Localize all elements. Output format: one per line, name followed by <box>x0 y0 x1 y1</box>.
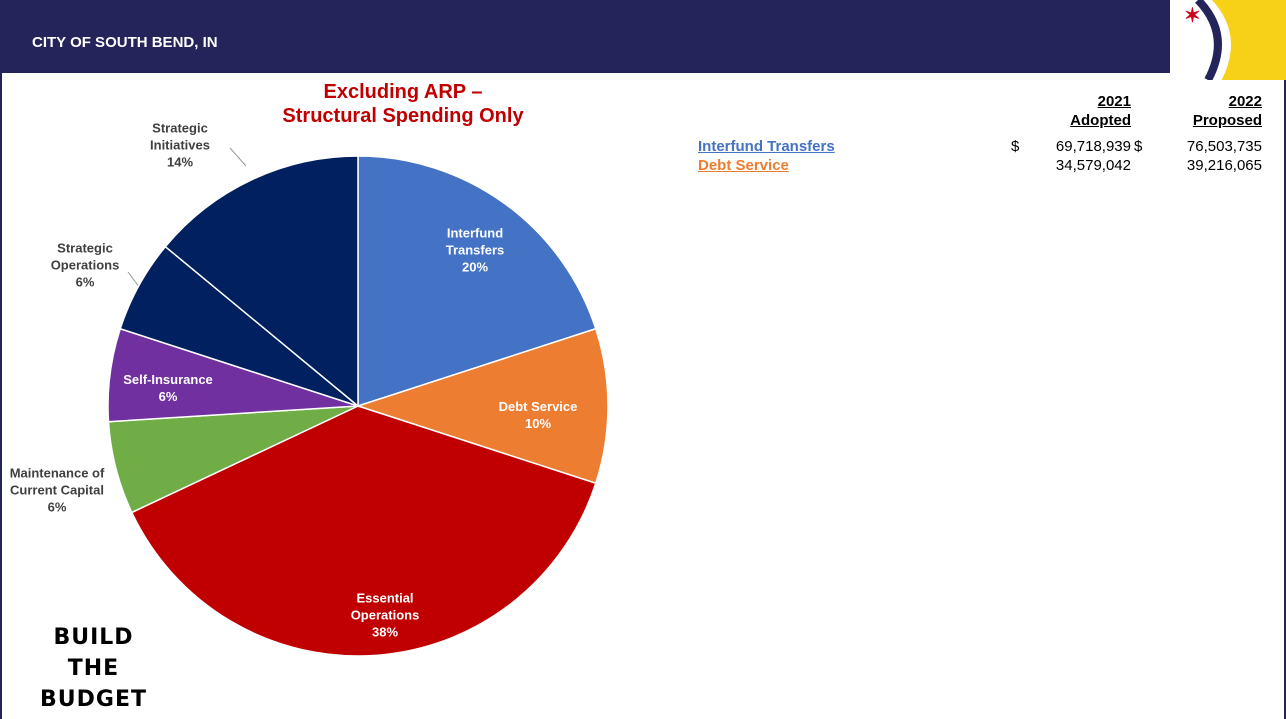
row-label: Debt Service <box>698 157 789 174</box>
pie-slice <box>164 155 359 408</box>
slice-label: Debt Service 10% <box>483 398 593 432</box>
subtitle-line: Structural Spending Only <box>282 105 524 127</box>
currency-sign: $ <box>1134 138 1143 155</box>
leader-line <box>127 271 141 289</box>
right-border <box>1284 73 1286 719</box>
leader-line <box>229 147 247 167</box>
currency-sign: $ <box>1011 138 1020 155</box>
slice-value: 6% <box>47 499 67 515</box>
slice-category: Interfund Transfers <box>445 225 505 258</box>
column-label: Proposed <box>1192 112 1262 129</box>
column-label: Adopted <box>1070 112 1131 129</box>
chart-title: Excluding ARP – Structural Spending Only <box>282 80 523 128</box>
footer-line: BUILD <box>53 625 134 650</box>
row-label: Interfund Transfers <box>698 138 835 155</box>
slice-category: Strategic Initiatives <box>150 120 210 153</box>
slice-label: Self-Insurance 6% <box>108 371 228 405</box>
slice-value: 10% <box>524 416 552 431</box>
header-bar <box>0 0 1286 73</box>
column-year: 2022 <box>1228 93 1262 110</box>
slice-label: Strategic Initiatives 14% <box>130 120 230 171</box>
slice-value: 6% <box>75 274 95 290</box>
footer-line: BUDGET <box>40 687 147 712</box>
cell-value: 39,216,065 <box>1186 157 1262 174</box>
slice-label: Interfund Transfers 20% <box>420 225 530 276</box>
slice-value: 14% <box>166 154 194 170</box>
slice-label: Strategic Operations 6% <box>35 240 135 291</box>
left-border <box>0 73 2 719</box>
cell-value: 34,579,042 <box>1055 157 1131 174</box>
svg-text:✶: ✶ <box>1184 5 1201 27</box>
logo: ✶ <box>1170 0 1286 80</box>
table: 2021 Adopted 2022 Proposed Interfund Transfe… <box>0 0 1286 200</box>
slice-category: Maintenance of Current Capital <box>9 465 105 498</box>
column-header: 2021 Adopted <box>1070 92 1131 130</box>
slice-value: 38% <box>371 624 399 640</box>
pie-chart <box>107 147 609 657</box>
slice-category: Essential Operations <box>350 590 420 623</box>
footer-logo: BUILD THE BUDGET <box>40 622 147 715</box>
footer-line: THE <box>67 656 120 681</box>
slice-value: 6% <box>158 389 178 404</box>
slice-label: Maintenance of Current Capital 6% <box>7 465 107 516</box>
slice-category: Debt Service <box>498 399 578 414</box>
slice-category: Strategic Operations <box>50 240 120 273</box>
pie-slice <box>357 155 597 408</box>
cell-value: 69,718,939 <box>1055 138 1131 155</box>
column-year: 2021 <box>1097 93 1131 110</box>
pie-slice <box>130 405 597 657</box>
header-title: CITY OF SOUTH BEND, IN <box>32 34 218 51</box>
slice-label: Essential Operations 38% <box>330 590 440 641</box>
slice-value: 20% <box>461 259 489 275</box>
pie-slice <box>355 327 609 485</box>
slice-category: Self-Insurance <box>123 372 213 387</box>
cell-value: 76,503,735 <box>1186 138 1262 155</box>
column-header: 2022 Proposed <box>1193 92 1262 130</box>
title-line: Excluding ARP – <box>323 81 483 103</box>
